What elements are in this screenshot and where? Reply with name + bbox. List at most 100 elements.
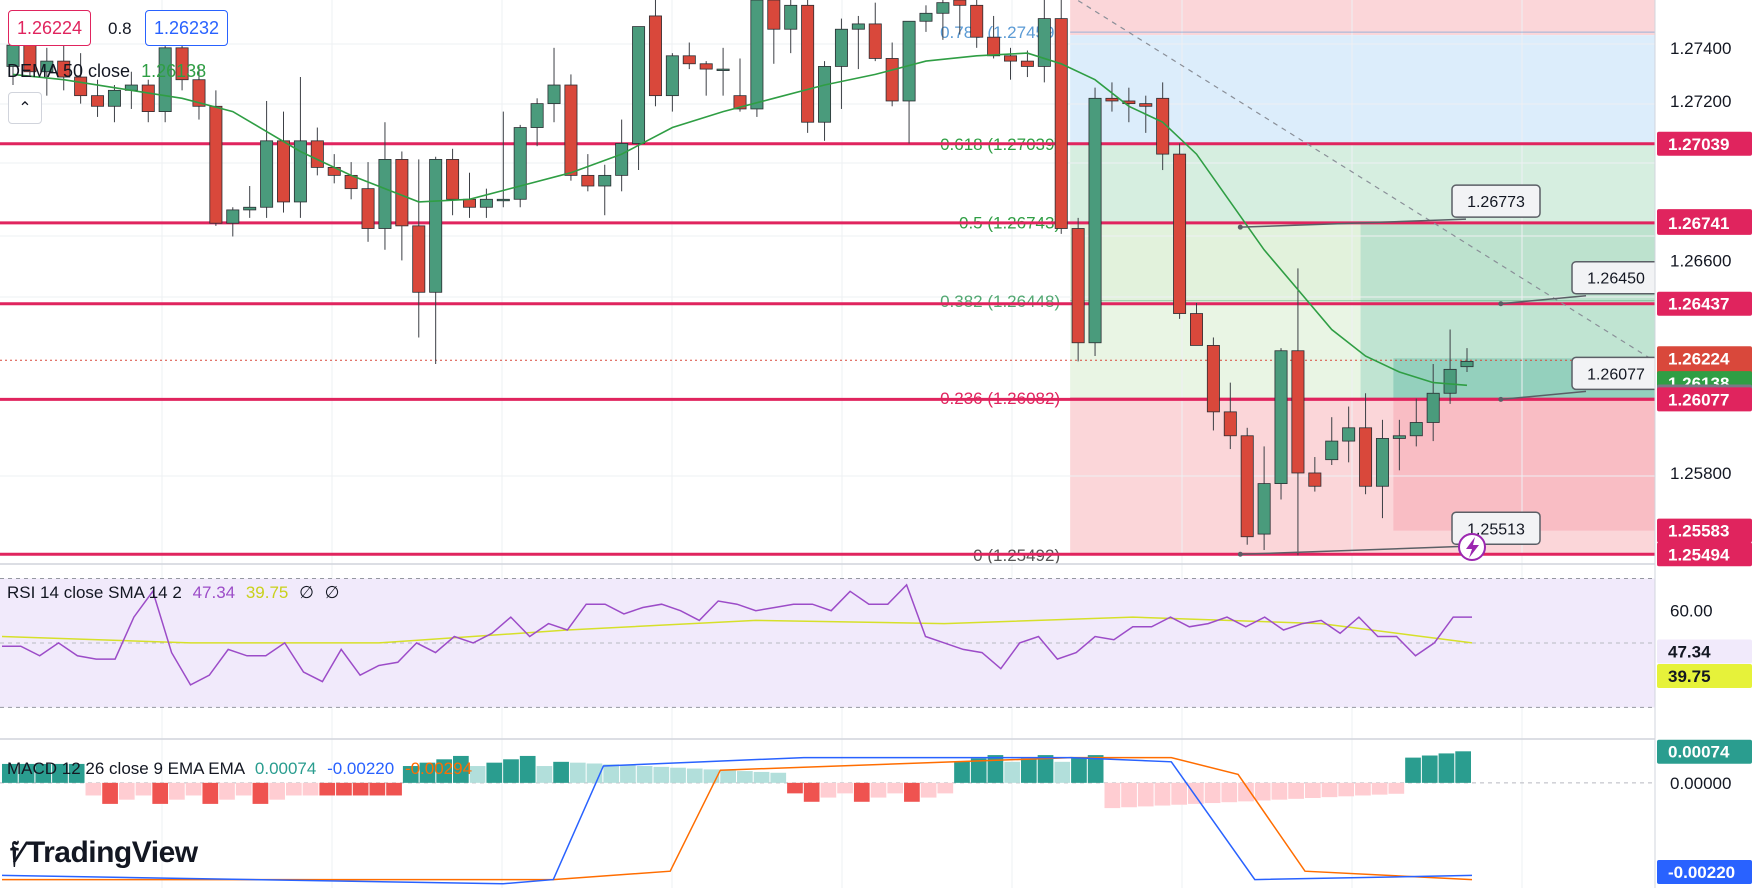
candle-body — [902, 20, 916, 102]
buy-price-button[interactable]: 1.26232 — [145, 10, 229, 46]
candle-body — [192, 79, 206, 107]
candle-body — [243, 206, 257, 211]
macd-hist-bar — [1271, 782, 1288, 800]
callout-anchor — [1498, 301, 1504, 307]
candle — [243, 186, 257, 218]
macd-legend[interactable]: MACD 12 26 close 9 EMA EMA 0.00074 -0.00… — [7, 759, 472, 779]
price-tick-label: 1.26600 — [1670, 251, 1731, 270]
price-callout: 1.26450 — [1498, 260, 1661, 307]
candle-body — [378, 159, 392, 229]
price-badge-bg — [1657, 291, 1752, 316]
trend-line — [1076, 0, 1656, 362]
price-badge-label: 1.26224 — [1668, 349, 1730, 368]
macd-hist-bar — [352, 782, 369, 796]
candle-body — [226, 209, 240, 224]
candle-body — [513, 127, 527, 200]
rsi-sma-badge-label: 39.75 — [1668, 667, 1711, 686]
candle — [513, 124, 527, 208]
candle — [1223, 382, 1237, 450]
candle — [226, 207, 240, 237]
macd-hist-bar — [35, 763, 52, 783]
macd-hist-bar — [920, 782, 937, 798]
callout-anchor — [1237, 224, 1243, 230]
dema-legend[interactable]: DEMA 50 close 1.26138 — [7, 61, 206, 82]
macd-badge: 0.00074 — [1657, 739, 1752, 764]
price-badge: 1.26437 — [1657, 291, 1752, 316]
macd-hist-bar — [737, 771, 753, 783]
candle — [801, 0, 815, 133]
macd-hist-bar — [870, 782, 887, 798]
candle — [1105, 82, 1119, 112]
candles — [6, 0, 1474, 556]
candle — [1460, 348, 1474, 372]
macd-hist-bar — [1321, 782, 1338, 798]
collapse-legend-button[interactable]: ⌃ — [8, 92, 42, 124]
candle — [970, 0, 984, 48]
candle-body — [1291, 350, 1305, 474]
candle-body — [970, 4, 984, 38]
sell-price-button[interactable]: 1.26224 — [8, 10, 92, 46]
price-badge-bg — [1657, 210, 1752, 235]
macd-hist-bar — [2, 763, 18, 783]
macd-tick-label: 0.00000 — [1670, 774, 1731, 793]
candle — [919, 5, 933, 32]
macd-line — [1, 756, 1473, 885]
candle-body — [1426, 392, 1440, 423]
candle-body — [1071, 228, 1085, 344]
candle — [598, 164, 612, 216]
candle — [1325, 417, 1339, 465]
macd-hist-bar — [553, 761, 569, 783]
candle — [1037, 0, 1051, 83]
rsi-legend-extra1: ∅ — [299, 583, 314, 602]
macd-hist-bar — [1288, 782, 1304, 799]
price-badge-label: 1.25583 — [1668, 522, 1729, 541]
candle — [361, 162, 375, 242]
macd-hist-bar — [787, 782, 803, 794]
callout-label: 1.26773 — [1467, 194, 1525, 211]
macd-hist-bar — [887, 782, 904, 794]
candle — [209, 90, 223, 226]
price-badge-bg — [1657, 131, 1752, 156]
candle-body — [598, 174, 612, 187]
candle-body — [57, 60, 71, 78]
rsi-legend[interactable]: RSI 14 close SMA 14 2 47.34 39.75 ∅ ∅ — [7, 583, 339, 603]
price-badge: 1.27039 — [1657, 131, 1752, 156]
candle — [260, 100, 274, 218]
candle-body — [1223, 411, 1237, 437]
candle-body — [107, 89, 121, 107]
candle-body — [209, 105, 223, 224]
candle — [496, 111, 510, 208]
sell-price: 1.26224 — [17, 18, 83, 38]
rsi-badge: 47.34 — [1657, 639, 1752, 664]
macd-legend-macd: -0.00220 — [327, 759, 395, 778]
dema-line — [12, 52, 1468, 387]
candle-body — [91, 95, 105, 107]
candle-body — [40, 60, 54, 73]
macd-hist-bar — [519, 755, 536, 783]
macd-hist-bar — [636, 766, 653, 783]
candle — [57, 42, 71, 91]
macd-hist-bar — [1355, 782, 1371, 796]
candle — [1426, 364, 1440, 442]
candle — [547, 47, 561, 123]
macd-histogram — [2, 751, 1471, 809]
candle-body — [1308, 472, 1322, 487]
candle-body — [277, 140, 290, 203]
macd-hist-bar — [419, 762, 436, 783]
macd-hist-bar — [1438, 753, 1455, 783]
candle — [1359, 393, 1373, 495]
candle-body — [885, 58, 899, 102]
candle — [868, 2, 882, 62]
rsi-legend-sma: 39.75 — [245, 583, 289, 602]
macd-hist-bar — [386, 782, 402, 796]
tradingview-logo[interactable]: 𝔣⁄ TradingView — [10, 836, 198, 870]
macd-hist-bar — [970, 758, 987, 783]
candle — [581, 154, 595, 192]
macd-hist-bar — [1204, 782, 1221, 804]
candle-body — [953, 0, 967, 6]
candle — [1392, 419, 1406, 471]
macd-hist-bar — [803, 782, 820, 802]
candle-body — [1105, 97, 1119, 102]
macd-hist-bar — [1221, 782, 1238, 803]
